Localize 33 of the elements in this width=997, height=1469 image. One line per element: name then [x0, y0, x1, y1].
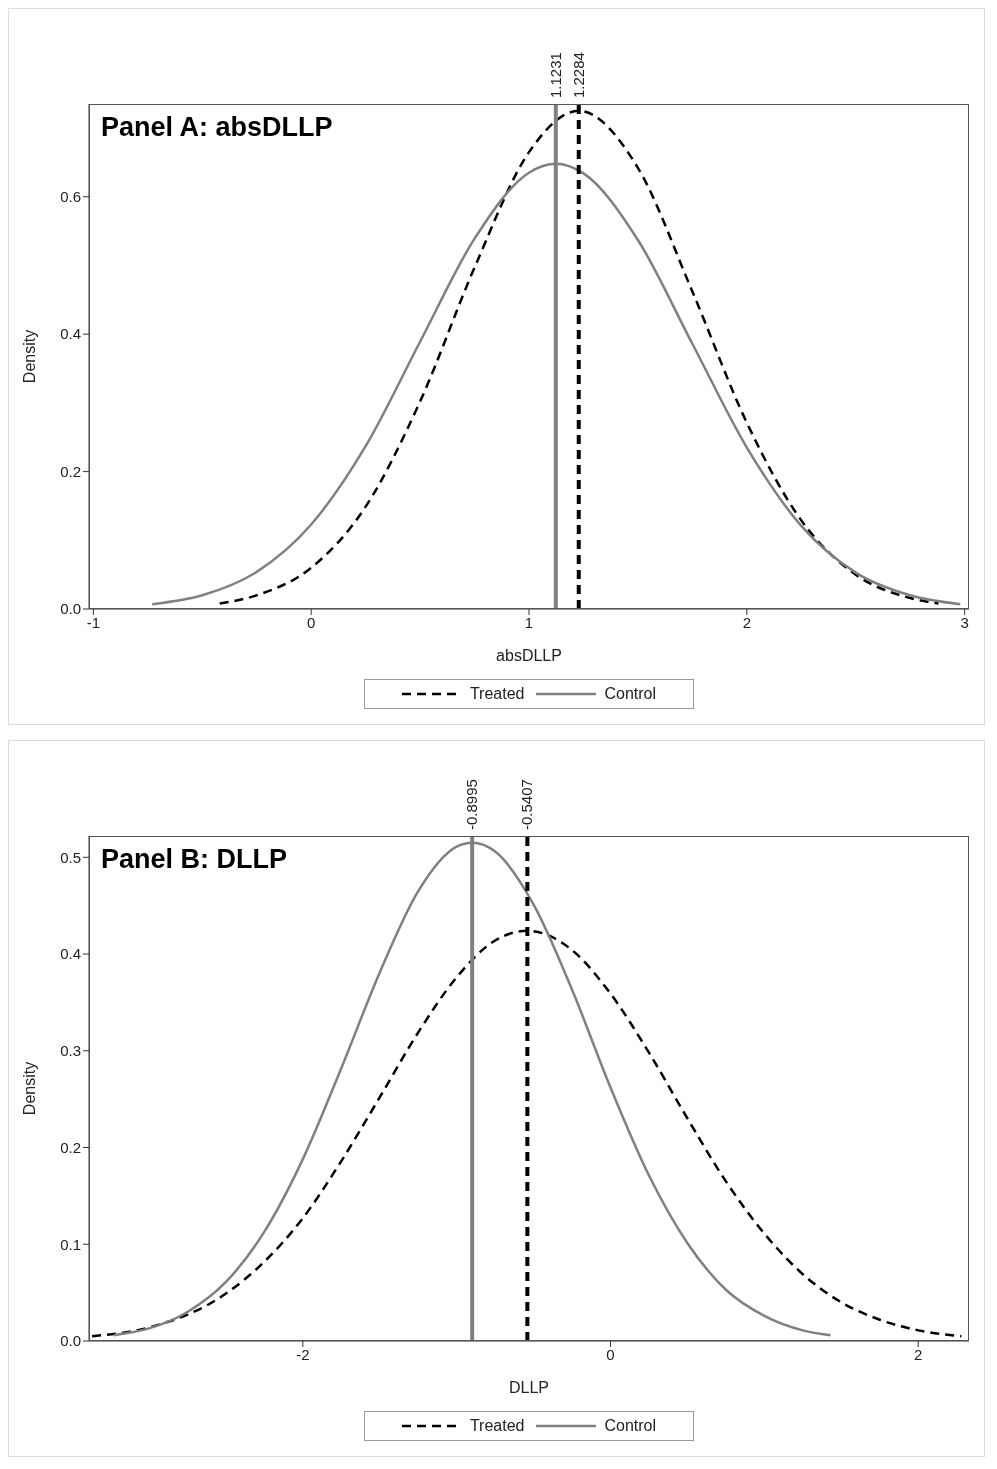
- y-axis-title: Density: [20, 329, 38, 384]
- x-axis-title: absDLLP: [496, 647, 562, 664]
- x-tick-label: 3: [960, 613, 969, 631]
- legend-label: Treated: [469, 1417, 525, 1435]
- chart-title: Panel B: DLLP: [101, 844, 288, 875]
- legend-label: Control: [604, 1417, 657, 1435]
- y-tick-label: 0.0: [60, 600, 81, 618]
- x-tick-label: 2: [742, 613, 751, 631]
- y-tick-label: 0.1: [60, 1235, 81, 1253]
- y-tick-label: 0.5: [60, 848, 81, 866]
- x-tick-label: -1: [86, 613, 101, 631]
- ref-line-label: 1.2284: [569, 52, 587, 98]
- y-axis-title: Density: [20, 1061, 38, 1116]
- x-tick-label: 1: [524, 613, 534, 631]
- x-tick-label: 2: [914, 1345, 923, 1363]
- y-tick-label: 0.0: [60, 1332, 81, 1350]
- x-axis-title: DLLP: [508, 1379, 550, 1396]
- y-tick-label: 0.2: [60, 462, 81, 480]
- y-tick-label: 0.6: [60, 188, 81, 206]
- legend-label: Control: [604, 685, 657, 703]
- ref-line-label: -0.5407: [518, 779, 536, 830]
- ref-line-label: 1.1231: [546, 52, 564, 98]
- y-tick-label: 0.4: [60, 325, 81, 343]
- chart-title: Panel A: absDLLP: [101, 112, 333, 143]
- line-series: [218, 109, 940, 605]
- ref-line-label: -0.8995: [463, 779, 481, 830]
- y-tick-label: 0.4: [60, 945, 81, 963]
- x-tick-label: 0: [307, 613, 316, 631]
- x-tick-label: 0: [606, 1345, 615, 1363]
- y-tick-label: 0.2: [60, 1138, 81, 1156]
- legend-label: Treated: [469, 685, 525, 703]
- x-tick-label: -2: [296, 1345, 310, 1363]
- y-tick-label: 0.3: [60, 1042, 81, 1060]
